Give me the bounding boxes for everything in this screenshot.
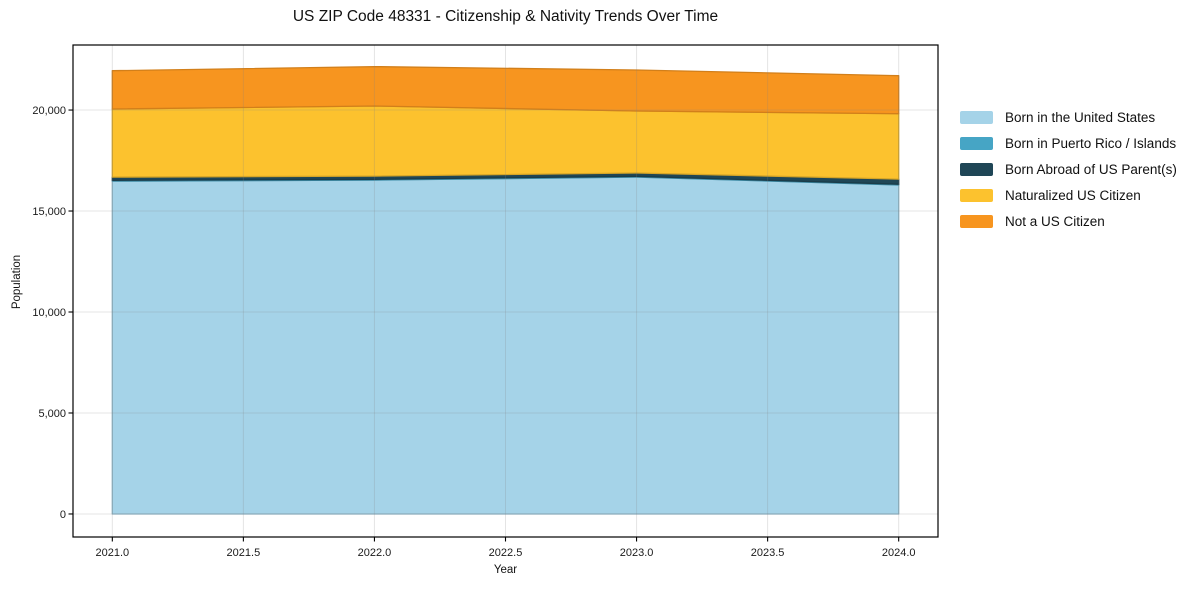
legend-swatch-born-abroad-of-us-parent-s xyxy=(960,162,993,176)
x-tick-label: 2023.5 xyxy=(751,547,785,559)
legend-label: Naturalized US Citizen xyxy=(1005,187,1141,203)
y-tick-label: 10,000 xyxy=(32,307,66,319)
area-not-a-us-citizen xyxy=(111,65,900,115)
legend-swatch-not-a-us-citizen xyxy=(960,214,993,228)
y-tick-label: 15,000 xyxy=(32,206,66,218)
y-tick-label: 20,000 xyxy=(32,105,66,117)
legend-label: Born in Puerto Rico / Islands xyxy=(1005,135,1177,151)
legend-swatch-born-in-puerto-rico-islands xyxy=(960,136,993,150)
y-tick-label: 5,000 xyxy=(38,408,66,420)
legend-row: Not a US Citizen xyxy=(960,208,1177,234)
x-tick-label: 2023.0 xyxy=(620,547,654,559)
legend: Born in the United States Born in Puerto … xyxy=(960,104,1177,234)
legend-row: Born Abroad of US Parent(s) xyxy=(960,156,1177,182)
x-tick-label: 2021.5 xyxy=(227,547,261,559)
legend-row: Born in the United States xyxy=(960,104,1177,130)
legend-label: Born Abroad of US Parent(s) xyxy=(1005,161,1177,177)
legend-row: Born in Puerto Rico / Islands xyxy=(960,130,1177,156)
legend-swatch-naturalized-us-citizen xyxy=(960,188,993,202)
x-tick-label: 2021.0 xyxy=(95,547,129,559)
legend-label: Born in the United States xyxy=(1005,109,1156,125)
chart-title: US ZIP Code 48331 - Citizenship & Nativi… xyxy=(292,8,719,25)
x-tick-label: 2024.0 xyxy=(882,547,916,559)
x-axis-label: Year xyxy=(493,564,518,576)
x-tick-label: 2022.0 xyxy=(358,547,392,559)
legend-label: Not a US Citizen xyxy=(1005,213,1105,229)
y-tick-label: 0 xyxy=(60,509,66,521)
y-axis-label: Population xyxy=(11,254,23,310)
legend-row: Naturalized US Citizen xyxy=(960,182,1177,208)
x-tick-label: 2022.5 xyxy=(489,547,523,559)
legend-swatch-born-in-the-united-states xyxy=(960,110,993,124)
